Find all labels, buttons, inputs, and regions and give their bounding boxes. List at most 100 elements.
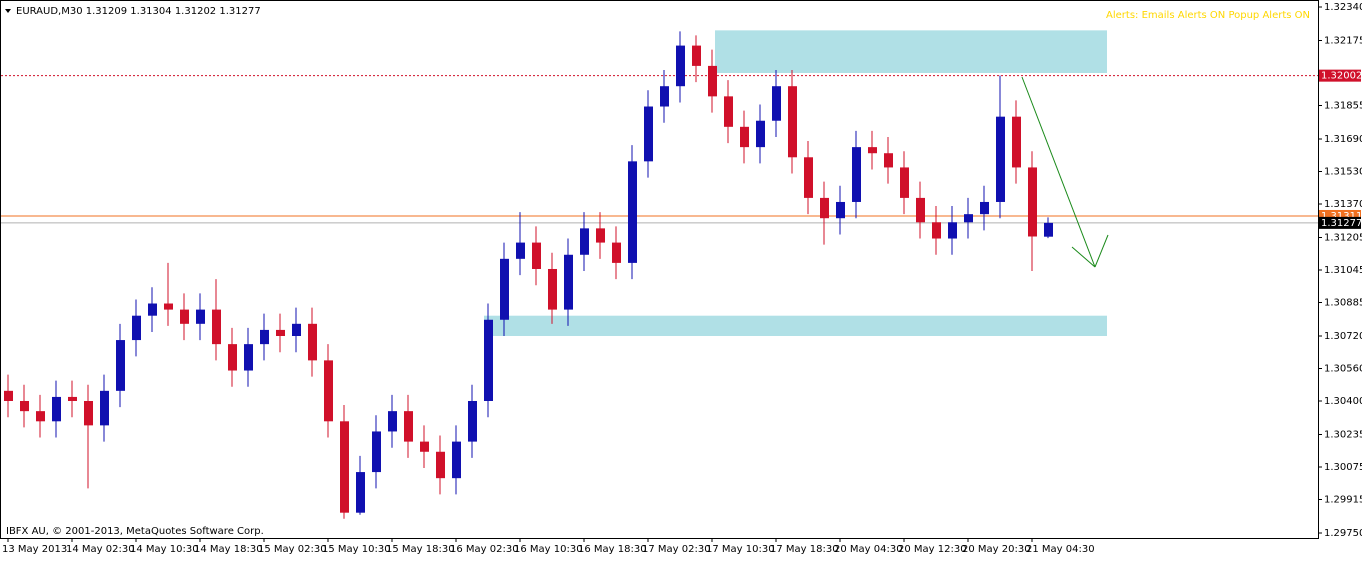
y-tick-label: 1.30400 — [1324, 396, 1362, 407]
candle-body — [836, 201, 845, 219]
x-tick-label: 13 May 2013 — [2, 544, 67, 555]
candle-body — [52, 396, 61, 422]
candle-body — [996, 116, 1005, 202]
candle-body — [388, 411, 397, 432]
x-tick-label: 16 May 10:30 — [514, 544, 583, 555]
candle-body — [324, 360, 333, 422]
x-tick-label: 20 May 20:30 — [962, 544, 1031, 555]
x-tick-label: 14 May 02:30 — [66, 544, 135, 555]
y-tick-label: 1.30075 — [1324, 462, 1362, 473]
candle-body — [212, 309, 221, 345]
candle-body — [132, 315, 141, 341]
plot-frame — [0, 0, 1319, 539]
candle-body — [564, 254, 573, 310]
candle-body — [788, 86, 797, 158]
alerts-text: Alerts: Emails Alerts ON Popup Alerts ON — [1106, 10, 1310, 21]
candle-body — [980, 201, 989, 215]
candle-body — [756, 120, 765, 148]
x-tick-label: 20 May 12:30 — [898, 544, 967, 555]
y-tick-label: 1.31370 — [1324, 199, 1362, 210]
candle-body — [692, 45, 701, 66]
candle-body — [820, 197, 829, 219]
candle-body — [20, 400, 29, 412]
y-tick-label: 1.30720 — [1324, 331, 1362, 342]
candle-body — [916, 197, 925, 223]
candle-body — [420, 441, 429, 452]
x-tick-label: 14 May 10:30 — [130, 544, 199, 555]
x-tick-label: 15 May 18:30 — [386, 544, 455, 555]
candle-body — [340, 421, 349, 513]
projection-arrow — [1021, 76, 1109, 268]
candle-body — [868, 147, 877, 154]
candle-body — [1028, 167, 1037, 237]
candle-body — [676, 45, 685, 87]
candle-body — [356, 472, 365, 513]
candle-body — [308, 323, 317, 361]
y-tick-label: 1.31530 — [1324, 167, 1362, 178]
y-tick-label: 1.30560 — [1324, 363, 1362, 374]
candle-body — [1012, 116, 1021, 168]
candle-body — [948, 222, 957, 239]
candle-body — [292, 323, 301, 337]
candle-body — [884, 153, 893, 168]
x-tick-label: 17 May 18:30 — [770, 544, 839, 555]
y-tick-label: 1.29750 — [1324, 528, 1362, 539]
candle-body — [148, 303, 157, 316]
zone — [715, 30, 1107, 74]
x-tick-label: 14 May 18:30 — [194, 544, 263, 555]
y-tick-label: 1.31690 — [1324, 134, 1362, 145]
y-tick-label: 1.29915 — [1324, 494, 1362, 505]
candle-body — [260, 329, 269, 345]
y-tick-label: 1.31045 — [1324, 265, 1362, 276]
candle-body — [116, 340, 125, 391]
candle-body — [628, 161, 637, 263]
candle-body — [932, 222, 941, 239]
candle-body — [68, 396, 77, 401]
candle-body — [900, 167, 909, 198]
candle-body — [404, 411, 413, 442]
candle-body — [596, 228, 605, 243]
candle-body — [372, 431, 381, 473]
x-tick-label: 16 May 02:30 — [450, 544, 519, 555]
x-tick-label: 16 May 18:30 — [578, 544, 647, 555]
candle-body — [436, 451, 445, 479]
candle-body — [580, 228, 589, 255]
candle-body — [548, 268, 557, 310]
candle-body — [180, 309, 189, 324]
candle-body — [708, 65, 717, 97]
x-tick-label: 15 May 10:30 — [322, 544, 391, 555]
candle-body — [804, 157, 813, 198]
candle-body — [660, 86, 669, 107]
candle-body — [516, 242, 525, 259]
candle-body — [644, 106, 653, 162]
candle-body — [612, 242, 621, 263]
candle-body — [740, 126, 749, 148]
x-tick-label: 15 May 02:30 — [258, 544, 327, 555]
candle-body — [196, 309, 205, 324]
candle-body — [452, 441, 461, 479]
y-tick-label: 1.30885 — [1324, 297, 1362, 308]
arrow-shaft — [1021, 76, 1096, 268]
price-tag — [1319, 69, 1361, 82]
y-tick-label: 1.31855 — [1324, 100, 1362, 111]
candle-body — [228, 344, 237, 371]
x-tick-label: 20 May 04:30 — [834, 544, 903, 555]
candle-body — [84, 400, 93, 426]
candle-body — [100, 390, 109, 426]
candle-body — [4, 390, 13, 401]
x-tick-label: 21 May 04:30 — [1026, 544, 1095, 555]
candle-body — [724, 96, 733, 127]
chart-title: EURAUD,M30 1.31209 1.31304 1.31202 1.312… — [16, 6, 261, 17]
candle-body — [276, 329, 285, 337]
x-tick-label: 17 May 10:30 — [706, 544, 775, 555]
price-tag-label: 1.32002 — [1321, 71, 1362, 82]
candle-body — [484, 319, 493, 401]
candle-body — [500, 258, 509, 320]
price-tag — [1319, 216, 1361, 229]
candle-body — [532, 242, 541, 269]
price-tag-label: 1.31277 — [1321, 218, 1362, 229]
candle-body — [468, 400, 477, 442]
x-tick-label: 17 May 02:30 — [642, 544, 711, 555]
